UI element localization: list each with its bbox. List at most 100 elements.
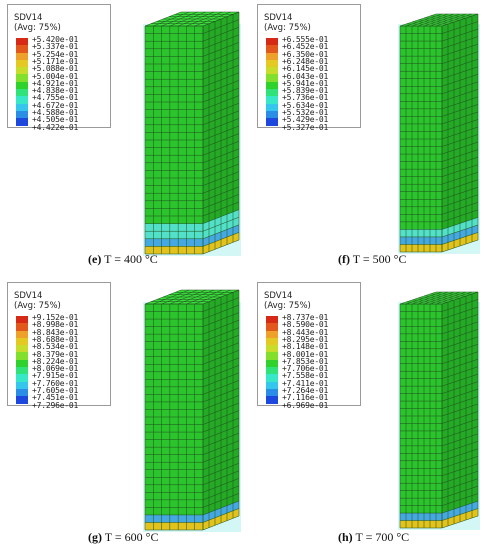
legend-swatches [16,38,28,126]
legend-title: SDV14 [14,291,43,301]
legend-swatch [266,96,278,104]
legend-avg: (Avg: 75%) [264,301,311,311]
legend-swatch [16,345,28,353]
legend-swatch [16,74,28,82]
base-band [145,514,203,523]
legend-swatch [266,337,278,346]
base-row [145,522,203,530]
legend-title: SDV14 [264,291,293,301]
legend-value: +5.429e-01 [282,115,329,125]
legend-value: +6.043e-01 [282,71,329,81]
base-band [145,223,203,232]
legend-value: +6.452e-01 [282,42,329,52]
legend-swatch [16,89,28,97]
legend-swatch [266,374,278,382]
legend-title: SDV14 [14,13,43,23]
legend-value: +8.688e-01 [32,334,79,344]
legend-value: +4.755e-01 [32,93,79,103]
legend-value: +4.838e-01 [32,86,79,96]
legend-value: +8.224e-01 [32,356,79,366]
legend-f: SDV14 (Avg: 75%) +6.555e-01 +6.452e-01 +… [257,4,361,132]
base-band [400,229,442,237]
base-band [145,238,203,247]
legend-value: +7.760e-01 [32,378,79,388]
caption-text: T = 600 °C [104,530,159,544]
legend-value: +6.248e-01 [282,56,329,66]
legend-swatch [266,323,278,331]
legend-value: +7.296e-01 [32,400,79,410]
legend-swatch [16,52,28,60]
legend-value: +5.532e-01 [282,108,329,117]
legend-swatch [16,352,28,360]
legend-swatch [266,89,278,97]
legend-swatch [266,38,278,46]
legend-value: +5.420e-01 [32,35,79,44]
legend-swatch [266,352,278,360]
legend-swatches [266,38,278,126]
legend-swatch [266,359,278,368]
legend-g: SDV14 (Avg: 75%) +9.152e-01 +8.998e-01 +… [7,282,111,410]
legend-swatch [266,52,278,60]
legend-swatch [16,374,28,382]
caption-text: T = 500 °C [352,252,407,266]
legend-value: +7.116e-01 [282,393,329,403]
legend-swatch [266,67,278,75]
legend-value: +5.337e-01 [32,42,79,52]
legend-swatch [16,110,28,119]
legend-swatch [266,388,278,397]
caption-letter: (g) [88,530,102,544]
legend-swatch [16,103,28,111]
legend-value: +5.634e-01 [282,100,329,110]
mesh-grid [144,289,240,531]
legend-swatch [16,323,28,331]
legend-value: +4.422e-01 [32,122,79,132]
legend-swatch [16,96,28,104]
legend-swatch [266,81,278,90]
legend-value: +8.001e-01 [282,349,329,359]
legend-value: +5.839e-01 [282,86,329,96]
legend-title: SDV14 [264,13,293,23]
legend-value: +8.379e-01 [32,349,79,359]
caption-letter: (f) [338,252,350,266]
caption-e: (e) T = 400 °C [88,252,158,267]
legend-value: +5.088e-01 [32,64,79,74]
legend-value: +4.588e-01 [32,108,79,117]
legend-swatch [266,45,278,53]
legend-value: +5.004e-01 [32,71,79,81]
legend-value: +8.843e-01 [32,327,79,337]
panel-g: SDV14 (Avg: 75%) +9.152e-01 +8.998e-01 +… [0,278,246,553]
legend-swatch [266,74,278,82]
legend-swatch [16,396,28,404]
panel-f: SDV14 (Avg: 75%) +6.555e-01 +6.452e-01 +… [250,0,492,275]
base-band [145,231,203,239]
mesh-grid [399,13,479,253]
legend-value: +6.145e-01 [282,64,329,74]
legend-value: +8.998e-01 [32,320,79,330]
legend-swatch [266,103,278,111]
column-model-e [143,11,241,256]
legend-value: +6.969e-01 [282,400,329,410]
legend-swatch [266,118,278,126]
caption-letter: (h) [338,530,353,544]
legend-swatch [266,396,278,404]
legend-swatch [16,388,28,397]
legend-swatch [266,367,278,375]
legend-swatch [16,359,28,368]
caption-g: (g) T = 600 °C [88,530,158,545]
legend-swatches [266,316,278,404]
caption-letter: (e) [88,252,102,266]
column-model-h [398,291,480,530]
legend-value: +7.853e-01 [282,356,329,366]
legend-swatch [266,330,278,338]
legend-value: +9.152e-01 [32,313,79,322]
legend-h: SDV14 (Avg: 75%) +8.737e-01 +8.590e-01 +… [257,282,361,410]
panel-e: SDV14 (Avg: 75%) +5.420e-01 +5.337e-01 +… [0,0,246,275]
legend-avg: (Avg: 75%) [14,301,61,311]
legend-value: +8.295e-01 [282,334,329,344]
legend-swatch [16,118,28,126]
legend-swatch [16,59,28,68]
legend-value: +4.921e-01 [32,78,79,88]
legend-value: +8.590e-01 [282,320,329,330]
mesh-grid [144,11,240,255]
legend-value: +6.350e-01 [282,49,329,59]
